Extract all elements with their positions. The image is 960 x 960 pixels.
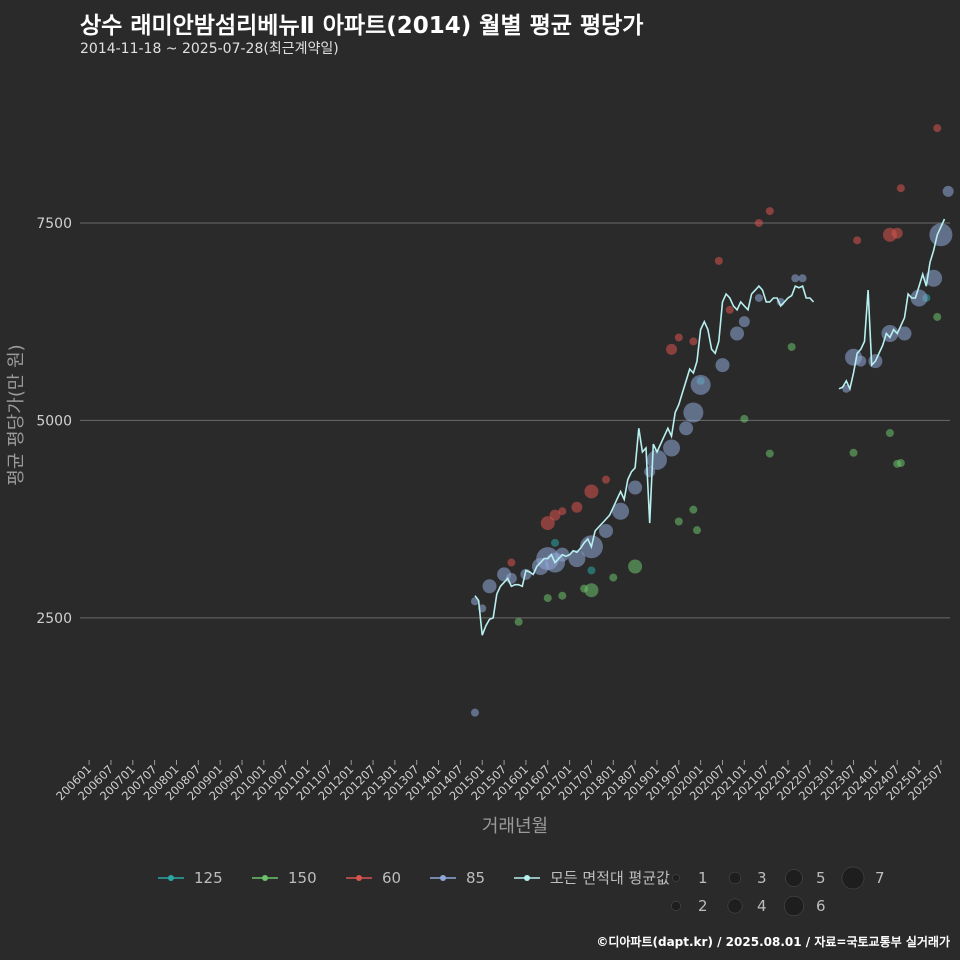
point-60 bbox=[584, 484, 599, 499]
point-150 bbox=[514, 617, 523, 626]
x-axis-label: 거래년월 bbox=[482, 816, 548, 837]
point-60 bbox=[540, 516, 555, 531]
legend-key-dot bbox=[262, 875, 268, 881]
point-150 bbox=[693, 526, 702, 535]
point-60 bbox=[602, 475, 611, 484]
point-60 bbox=[725, 305, 734, 314]
legend-size-label: 6 bbox=[816, 897, 826, 915]
legend-series-label: 125 bbox=[194, 869, 223, 887]
y-axis-label: 평균 평당가(만 원) bbox=[6, 344, 27, 485]
legend-key-dot bbox=[356, 875, 362, 881]
point-150 bbox=[765, 449, 774, 458]
point-85 bbox=[663, 439, 681, 457]
point-85 bbox=[715, 358, 730, 373]
point-85 bbox=[612, 502, 630, 520]
point-150 bbox=[740, 414, 749, 423]
point-150 bbox=[628, 559, 643, 574]
legend-series-label: 60 bbox=[382, 869, 401, 887]
legend-size-dot bbox=[727, 898, 743, 914]
point-150 bbox=[584, 583, 599, 598]
point-150 bbox=[609, 573, 618, 582]
legend-series-label: 모든 면적대 평균값 bbox=[550, 869, 670, 887]
point-85 bbox=[683, 402, 704, 423]
legend-size-label: 1 bbox=[698, 869, 708, 887]
point-85 bbox=[791, 274, 800, 283]
legend-size-dot bbox=[728, 871, 742, 885]
y-tick-label: 2500 bbox=[36, 611, 72, 627]
point-85 bbox=[754, 293, 763, 302]
point-85 bbox=[897, 326, 912, 341]
legend-size-dot bbox=[783, 895, 805, 917]
point-150 bbox=[885, 429, 894, 438]
point-125 bbox=[551, 538, 560, 547]
point-85 bbox=[925, 269, 943, 287]
point-85 bbox=[690, 374, 711, 395]
point-60 bbox=[666, 343, 678, 355]
legend-series-label: 85 bbox=[466, 869, 485, 887]
point-60 bbox=[558, 507, 567, 516]
point-150 bbox=[896, 459, 905, 468]
point-85 bbox=[942, 185, 954, 197]
point-85 bbox=[628, 480, 643, 495]
legend-size-label: 4 bbox=[757, 897, 767, 915]
legend-size-label: 7 bbox=[875, 869, 885, 887]
x-axis-ticks: 2006012006072007012007072008012008072009… bbox=[53, 760, 946, 803]
point-60 bbox=[689, 337, 698, 346]
point-60 bbox=[896, 184, 905, 193]
point-60 bbox=[507, 558, 516, 567]
point-60 bbox=[674, 333, 683, 342]
point-60 bbox=[891, 227, 903, 239]
legend: 125 150 60 85 모든 면적대 평균값 1 2 3 4 5 6 7 bbox=[158, 866, 885, 917]
point-150 bbox=[689, 505, 698, 514]
point-85 bbox=[855, 355, 867, 367]
legend-size-dot bbox=[672, 874, 680, 882]
average-line-segment-2 bbox=[838, 218, 946, 392]
y-axis-ticks: 2500 5000 7500 bbox=[36, 216, 72, 627]
point-60 bbox=[933, 124, 942, 133]
point-60 bbox=[571, 501, 583, 513]
point-85 bbox=[910, 289, 928, 307]
point-150 bbox=[543, 594, 552, 603]
legend-key-dot bbox=[524, 875, 530, 881]
point-85 bbox=[470, 708, 479, 717]
point-150 bbox=[674, 517, 683, 526]
chart-subtitle: 2014-11-18 ~ 2025-07-28(최근계약일) bbox=[80, 41, 339, 57]
point-150 bbox=[933, 312, 942, 321]
y-tick-label: 5000 bbox=[36, 413, 72, 429]
average-line bbox=[474, 218, 946, 636]
y-tick-label: 7500 bbox=[36, 216, 72, 232]
point-150 bbox=[787, 342, 796, 351]
legend-size-label: 5 bbox=[816, 869, 826, 887]
average-line-segment-1 bbox=[474, 284, 815, 636]
legend-size-dot bbox=[671, 901, 681, 911]
point-85 bbox=[798, 274, 807, 283]
legend-key-dot bbox=[440, 875, 446, 881]
point-85 bbox=[482, 579, 497, 594]
point-85 bbox=[599, 523, 614, 538]
legend-size-label: 3 bbox=[757, 869, 767, 887]
point-85 bbox=[738, 316, 750, 328]
point-60 bbox=[714, 256, 723, 265]
legend-series-label: 150 bbox=[288, 869, 317, 887]
legend-key-dot bbox=[168, 875, 174, 881]
chart-title: 상수 래미안밤섬리베뉴Ⅱ 아파트(2014) 월별 평균 평당가 bbox=[80, 13, 644, 39]
point-150 bbox=[849, 448, 858, 457]
point-85 bbox=[679, 421, 694, 436]
point-125 bbox=[587, 566, 596, 575]
legend-size-dot bbox=[785, 869, 803, 887]
point-150 bbox=[558, 591, 567, 600]
source-caption: ©디아파트(dapt.kr) / 2025.08.01 / 자료=국토교통부 실… bbox=[596, 935, 950, 949]
grid-lines bbox=[80, 222, 950, 619]
point-60 bbox=[754, 218, 763, 227]
legend-size-label: 2 bbox=[698, 897, 708, 915]
point-60 bbox=[549, 509, 561, 521]
legend-size-dot bbox=[841, 866, 865, 890]
point-60 bbox=[765, 207, 774, 216]
point-60 bbox=[853, 236, 862, 245]
point-85 bbox=[730, 326, 745, 341]
point-85 bbox=[568, 550, 586, 568]
